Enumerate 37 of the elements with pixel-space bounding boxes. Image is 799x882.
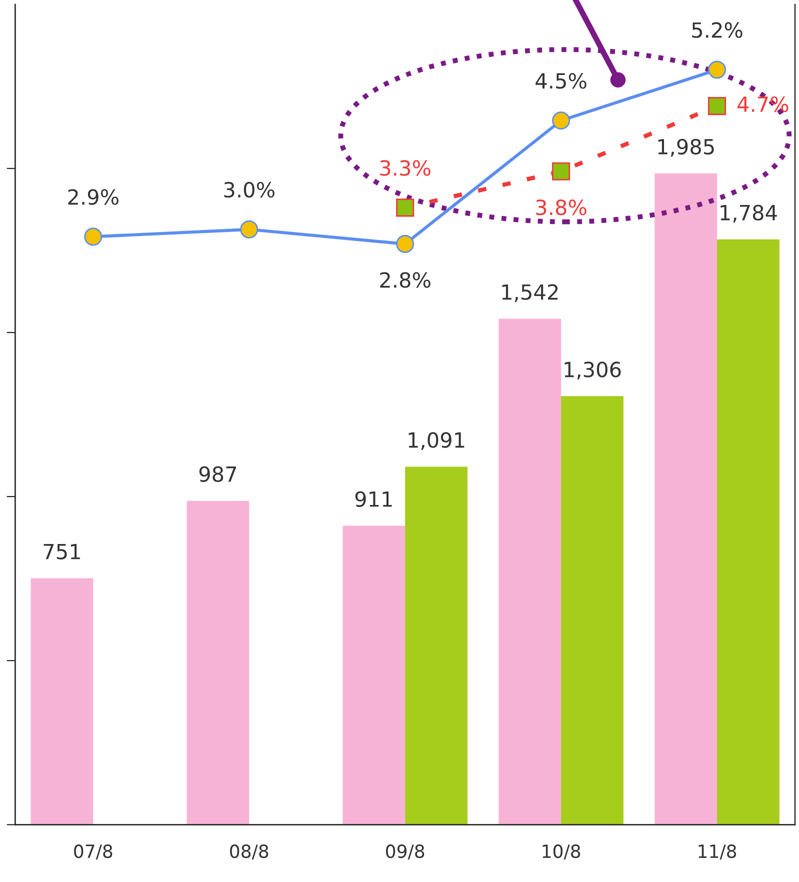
data-label: 1,542: [502, 284, 558, 302]
data-label: 1,784: [720, 204, 777, 223]
data-label: 3.0%: [224, 182, 274, 198]
data-label: 751: [44, 544, 80, 560]
data-label: 3.8%: [536, 200, 586, 216]
bar: [561, 396, 624, 825]
data-label: 4.5%: [536, 72, 586, 89]
point: [708, 60, 726, 79]
data-label: 987: [199, 466, 236, 482]
data-label: 4.7%: [737, 96, 788, 112]
bar: [186, 500, 250, 825]
data-label: 5.2%: [692, 22, 742, 38]
data-label: 3.3%: [380, 160, 430, 176]
bar: [654, 173, 718, 825]
data-label: 2.9%: [68, 189, 118, 205]
point: [552, 162, 570, 180]
x-tick-label: 10/8: [542, 844, 580, 860]
bar: [342, 526, 406, 825]
point: [708, 97, 726, 116]
data-label: 1,985: [658, 138, 714, 157]
point: [552, 112, 570, 130]
bar: [405, 466, 468, 825]
point: [84, 228, 102, 246]
data-label: 911: [355, 491, 392, 507]
x-tick-label: 07/8: [74, 844, 112, 860]
data-label: 1,306: [564, 362, 621, 380]
bar: [30, 578, 94, 825]
x-tick-label: 08/8: [230, 844, 268, 860]
x-tick-label: 09/8: [386, 844, 424, 860]
data-label: 2.8%: [380, 272, 430, 288]
point: [396, 234, 414, 253]
x-tick-label: 11/8: [698, 844, 736, 860]
point: [396, 198, 414, 217]
point: [240, 220, 258, 238]
bar: [717, 239, 780, 825]
bar: [498, 318, 562, 825]
data-label: 1,091: [408, 432, 464, 450]
